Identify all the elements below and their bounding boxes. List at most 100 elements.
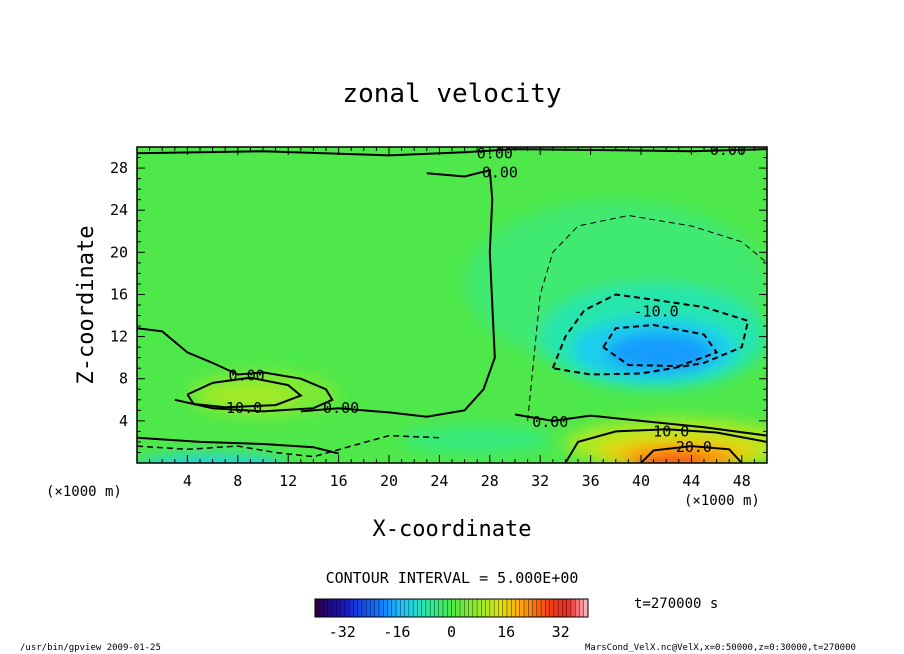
time-text: t=270000 s: [634, 596, 718, 612]
contour-label: 0.00: [532, 413, 568, 431]
colorbar-segment: [366, 599, 371, 617]
x-tick-label: 12: [279, 472, 297, 490]
colorbar-segment: [413, 599, 418, 617]
colorbar-segment: [327, 599, 333, 617]
colorbar-segment: [315, 599, 320, 617]
colorbar-segment: [434, 599, 440, 617]
colorbar-segment: [421, 599, 427, 617]
colorbar-segment: [494, 599, 499, 617]
contour-zero-surface: [137, 436, 339, 455]
x-unit-right: (×1000 m): [684, 493, 760, 509]
colorbar-segment: [323, 599, 329, 617]
contour-label: 0.00: [477, 144, 513, 162]
shade-positive-lobe-core: [202, 384, 299, 408]
contour-ten-lobe: [186, 376, 303, 409]
colorbar: [314, 599, 589, 617]
colorbar-segment: [489, 599, 495, 617]
colorbar-segment: [472, 599, 478, 617]
colorbar-segment: [349, 599, 354, 617]
colorbar-frame: [314, 598, 589, 618]
x-tick-label: 8: [233, 472, 242, 490]
colorbar-segment: [536, 599, 542, 617]
y-tick-label: 8: [119, 370, 128, 388]
colorbar-segment: [400, 599, 405, 617]
x-tick-label: 44: [682, 472, 700, 490]
colorbar-tick-label: -16: [383, 623, 410, 641]
colorbar-segment: [481, 599, 486, 617]
colorbar-segment: [455, 599, 461, 617]
y-tick-label: 28: [110, 159, 128, 177]
colorbar-segment: [340, 599, 346, 617]
footer-program: /usr/bin/gpview 2009-01-25: [20, 643, 161, 653]
x-tick-label: 4: [183, 472, 192, 490]
contour-label: -10.0: [634, 302, 679, 320]
x-tick-label: 16: [330, 472, 348, 490]
colorbar-segment: [502, 599, 508, 617]
colorbar-segment: [332, 599, 337, 617]
colorbar-segment: [558, 599, 563, 617]
colorbar-segment: [378, 599, 384, 617]
colorbar-segment: [515, 599, 521, 617]
x-tick-label: 28: [481, 472, 499, 490]
x-tick-labels: 4 8 12 16 20 24 28 32 36 40 44 48: [183, 472, 751, 490]
colorbar-segment: [396, 599, 401, 617]
colorbar-segment: [451, 599, 457, 617]
x-tick-label: 32: [531, 472, 549, 490]
contour-label: 0.00: [710, 141, 746, 159]
colorbar-segment: [566, 599, 572, 617]
contour-interval-text: CONTOUR INTERVAL = 5.000E+00: [326, 569, 579, 587]
axis-ticks: [137, 147, 767, 463]
colorbar-segment: [447, 599, 452, 617]
shade-jet-core: [639, 453, 706, 463]
colorbar-segment: [485, 599, 491, 617]
contour-ten-jet: [564, 428, 767, 463]
contour-label: 0.00: [229, 367, 265, 385]
colorbar-segment: [541, 599, 546, 617]
shade-surface-negative: [139, 454, 286, 463]
footer-source: MarsCond_VelX.nc@VelX,x=0:50000,z=0:3000…: [585, 643, 856, 653]
colorbar-tick-label: -32: [329, 623, 356, 641]
colorbar-segment: [579, 599, 585, 617]
x-unit-left: (×1000 m): [46, 484, 122, 500]
colorbar-tick-labels: -32 -16 0 16 32: [329, 623, 570, 641]
colorbar-segment: [575, 599, 580, 617]
colorbar-segment: [460, 599, 465, 617]
colorbar-segment: [468, 599, 474, 617]
colorbar-tick-label: 16: [497, 623, 515, 641]
contour-label: 10.0: [653, 422, 689, 440]
colorbar-segment: [511, 599, 516, 617]
x-tick-label: 36: [582, 472, 600, 490]
colorbar-segment: [553, 599, 559, 617]
colorbar-segment: [391, 599, 397, 617]
colorbar-segment: [464, 599, 469, 617]
contour-minus-five: [527, 214, 767, 421]
shade-lowlevel-negative: [401, 425, 553, 455]
x-axis-label: X-coordinate: [373, 517, 532, 542]
y-tick-label: 12: [110, 328, 128, 346]
colorbar-segment: [430, 599, 435, 617]
x-tick-label: 40: [632, 472, 650, 490]
colorbar-segment: [506, 599, 512, 617]
y-tick-label: 4: [119, 412, 128, 430]
contour-minus-fifteen: [602, 323, 719, 368]
colorbar-segment: [425, 599, 431, 617]
colorbar-segment: [357, 599, 363, 617]
shade-negative-core: [606, 333, 713, 372]
contour-twenty-jet: [640, 445, 743, 463]
x-tick-label: 48: [733, 472, 751, 490]
colorbar-segment: [498, 599, 503, 617]
y-tick-label: 20: [110, 243, 128, 261]
contour-minus-ten: [551, 293, 750, 376]
x-tick-label: 24: [430, 472, 448, 490]
colorbar-segment: [549, 599, 555, 617]
colorbar-segment: [532, 599, 538, 617]
contour-label: 10.0: [226, 399, 262, 417]
y-axis-label: Z-coordinate: [74, 226, 99, 385]
colorbar-segment: [524, 599, 529, 617]
colorbar-segment: [344, 599, 350, 617]
colorbar-segment: [570, 599, 576, 617]
colorbar-segment: [442, 599, 448, 617]
contour-zero-lobe: [137, 327, 334, 413]
